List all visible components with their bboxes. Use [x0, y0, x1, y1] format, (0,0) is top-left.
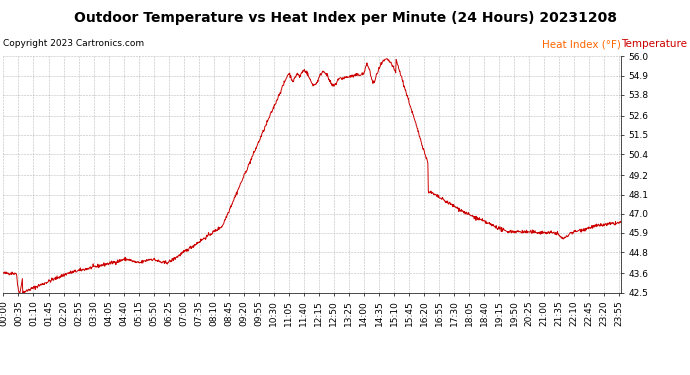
- Text: Heat Index (°F): Heat Index (°F): [542, 39, 621, 50]
- Text: Copyright 2023 Cartronics.com: Copyright 2023 Cartronics.com: [3, 39, 145, 48]
- Text: Outdoor Temperature vs Heat Index per Minute (24 Hours) 20231208: Outdoor Temperature vs Heat Index per Mi…: [74, 11, 616, 25]
- Text: Temperature (°F): Temperature (°F): [621, 39, 690, 50]
